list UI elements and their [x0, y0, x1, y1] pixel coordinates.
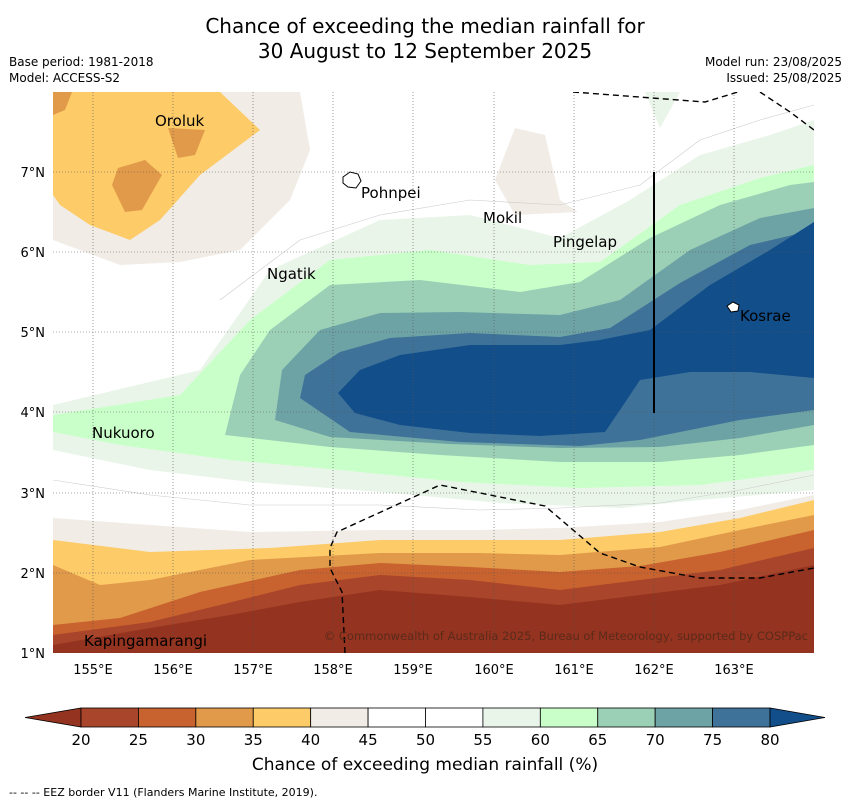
colorbar-over-arrow — [769, 707, 826, 728]
colorbar-swatch — [367, 707, 426, 728]
place-label-nukuoro: Nukuoro — [92, 424, 155, 442]
pohnpei-island — [342, 171, 362, 189]
colorbar-swatch — [310, 707, 369, 728]
colorbar-tick-label: 30 — [186, 731, 205, 749]
lat-tick-1: 1°N — [21, 647, 46, 662]
colorbar-swatch — [138, 707, 197, 728]
place-label-mokil: Mokil — [483, 209, 522, 227]
lon-tick-161: 161°E — [554, 663, 594, 678]
colorbar-swatch — [195, 707, 254, 728]
issued-date: Issued: 25/08/2025 — [726, 71, 842, 85]
colorbar-tick-label: 40 — [301, 731, 320, 749]
contour-30-35-northwest — [53, 92, 205, 212]
colorbar-tick-label: 60 — [531, 731, 550, 749]
lon-tick-156: 156°E — [153, 663, 193, 678]
colorbar-swatch — [539, 707, 599, 728]
lon-tick-162: 162°E — [634, 663, 674, 678]
colorbar-swatch — [482, 707, 541, 728]
colorbar-tick-label: 45 — [359, 731, 378, 749]
lon-tick-155: 155°E — [73, 663, 113, 678]
place-label-oroluk: Oroluk — [155, 112, 204, 130]
lon-tick-159: 159°E — [393, 663, 433, 678]
lon-tick-157: 157°E — [233, 663, 273, 678]
place-labels: Oroluk Pohnpei Mokil Pingelap Ngatik Kos… — [84, 112, 791, 650]
gridlines — [53, 92, 814, 653]
place-label-kapingamarangi: Kapingamarangi — [84, 632, 207, 650]
meta-right: Model run: 23/08/2025 Issued: 25/08/2025 — [705, 54, 842, 86]
colorbar-swatch — [252, 707, 312, 728]
colorbar-swatch — [597, 707, 656, 728]
lon-tick-158: 158°E — [313, 663, 353, 678]
colorbar-swatch — [654, 707, 713, 728]
place-label-pingelap: Pingelap — [553, 233, 617, 251]
eez-footnote: -- -- -- EEZ border V11 (Flanders Marine… — [9, 786, 318, 799]
colorbar-swatch — [80, 707, 139, 728]
colorbar-under-arrow — [24, 707, 82, 728]
contour-line-north — [219, 104, 814, 301]
base-period: Base period: 1981-2018 — [9, 55, 154, 69]
colorbar-tick-label: 70 — [646, 731, 665, 749]
contour-line-south — [53, 474, 814, 511]
contour-35-40-northwest — [53, 92, 260, 240]
colorbar-label: Chance of exceeding median rainfall (%) — [251, 755, 599, 775]
lon-tick-labels: 155°E 156°E 157°E 158°E 159°E 160°E 161°… — [73, 663, 754, 678]
lat-tick-7: 7°N — [21, 166, 46, 181]
lon-tick-163: 163°E — [714, 663, 754, 678]
colorbar-tick-label: 50 — [416, 731, 435, 749]
contour-40-45-north-central — [495, 128, 578, 215]
place-label-ngatik: Ngatik — [267, 265, 316, 283]
page-title: Chance of exceeding the median rainfall … — [0, 14, 850, 64]
colorbar-swatch — [425, 707, 484, 728]
title-line-2: 30 August to 12 September 2025 — [257, 39, 593, 63]
kosrae-island — [726, 301, 740, 313]
model-run: Model run: 23/08/2025 — [704, 55, 842, 69]
contour-over-80 — [338, 222, 814, 436]
map-field — [53, 92, 814, 653]
colorbar-tick-label: 55 — [473, 731, 492, 749]
colorbar-tick-labels: 20 25 30 35 40 45 50 55 60 65 70 75 80 — [71, 731, 779, 749]
colorbar-swatch — [712, 707, 771, 728]
contour-under-20-south — [53, 565, 814, 653]
place-label-pohnpei: Pohnpei — [361, 184, 421, 202]
lat-tick-3: 3°N — [21, 487, 46, 502]
lat-tick-5: 5°N — [21, 326, 46, 341]
eez-borders — [329, 92, 814, 653]
colorbar-tick-label: 25 — [129, 731, 148, 749]
colorbar-tick-label: 80 — [760, 731, 779, 749]
rainfall-map: Oroluk Pohnpei Mokil Pingelap Ngatik Kos… — [21, 92, 814, 678]
colorbar-tick-label: 65 — [588, 731, 607, 749]
lon-tick-160: 160°E — [474, 663, 514, 678]
lat-tick-2: 2°N — [21, 567, 46, 582]
lat-tick-4: 4°N — [21, 406, 46, 421]
title-line-1: Chance of exceeding the median rainfall … — [205, 14, 645, 38]
lat-tick-6: 6°N — [21, 246, 46, 261]
lat-tick-labels: 1°N 2°N 3°N 4°N 5°N 6°N 7°N — [21, 166, 46, 662]
colorbar: 20 25 30 35 40 45 50 55 60 65 70 75 80 — [24, 707, 826, 749]
colorbar-swatches — [24, 707, 826, 728]
copyright-text: © Commonwealth of Australia 2025, Bureau… — [324, 629, 808, 643]
model-name: Model: ACCESS-S2 — [9, 71, 121, 85]
meta-left: Base period: 1981-2018 Model: ACCESS-S2 — [9, 54, 154, 86]
colorbar-tick-label: 35 — [244, 731, 263, 749]
colorbar-tick-label: 75 — [703, 731, 722, 749]
colorbar-tick-label: 20 — [71, 731, 90, 749]
place-label-kosrae: Kosrae — [740, 307, 791, 325]
